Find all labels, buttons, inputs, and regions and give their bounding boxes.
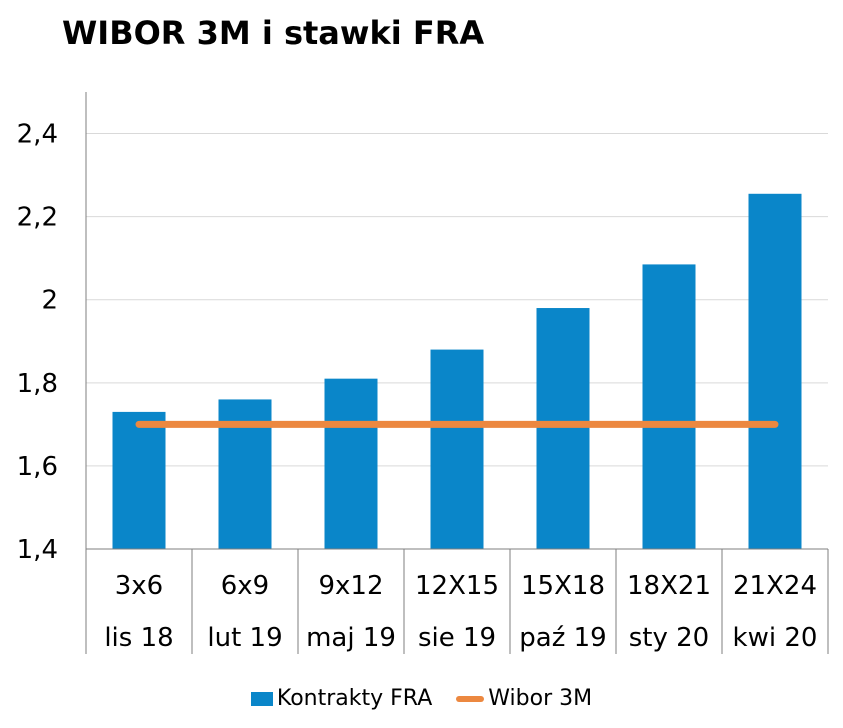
y-tick-label: 2,4 <box>17 120 58 150</box>
y-tick-label: 2 <box>41 286 58 316</box>
legend-swatch-line <box>456 695 485 702</box>
x-category-sublabel: lut 19 <box>207 623 282 653</box>
x-category-sublabel: kwi 20 <box>733 623 818 653</box>
x-category-sublabel: sty 20 <box>629 623 709 653</box>
bar-9x12 <box>324 378 378 549</box>
x-category-label: 21X24 <box>733 571 817 601</box>
x-category-label: 15X18 <box>521 571 605 601</box>
legend-label-wibor-3m: Wibor 3M <box>488 686 593 711</box>
legend-label-kontrakty-fra: Kontrakty FRA <box>276 686 433 711</box>
y-tick-label: 1,8 <box>17 369 58 399</box>
x-category-label: 18X21 <box>627 571 711 601</box>
legend: Kontrakty FRA Wibor 3M <box>0 686 843 711</box>
x-category-sublabel: sie 19 <box>418 623 496 653</box>
bar-18X21 <box>642 264 696 549</box>
x-category-sublabel: maj 19 <box>306 623 396 653</box>
bar-15X18 <box>536 308 590 549</box>
x-category-label: 9x12 <box>318 571 383 601</box>
bar-21X24 <box>748 193 802 549</box>
bar-12X15 <box>430 349 484 549</box>
legend-item-wibor-3m: Wibor 3M <box>456 686 592 711</box>
y-tick-label: 1,6 <box>17 452 58 482</box>
x-axis-category-table: 3x6 lis 18 6x9 lut 19 9x12 maj 19 12X15 sie 19 1… <box>85 549 829 654</box>
x-category-label: 3x6 <box>115 571 163 601</box>
bars-kontrakty-fra <box>112 193 802 549</box>
x-category-sublabel: lis 18 <box>104 623 173 653</box>
x-category-label: 6x9 <box>221 571 269 601</box>
legend-item-kontrakty-fra: Kontrakty FRA <box>250 686 433 711</box>
y-tick-label: 1,4 <box>17 535 58 565</box>
y-axis-tick-labels: 1,4 1,6 1,8 2 2,2 2,4 <box>17 120 58 565</box>
y-tick-label: 2,2 <box>17 203 58 233</box>
x-category-sublabel: paź 19 <box>519 623 606 653</box>
chart-title: WIBOR 3M i stawki FRA <box>62 14 485 52</box>
x-category-label: 12X15 <box>415 571 499 601</box>
bar-3x6 <box>112 411 166 549</box>
legend-swatch-bar <box>250 691 273 706</box>
